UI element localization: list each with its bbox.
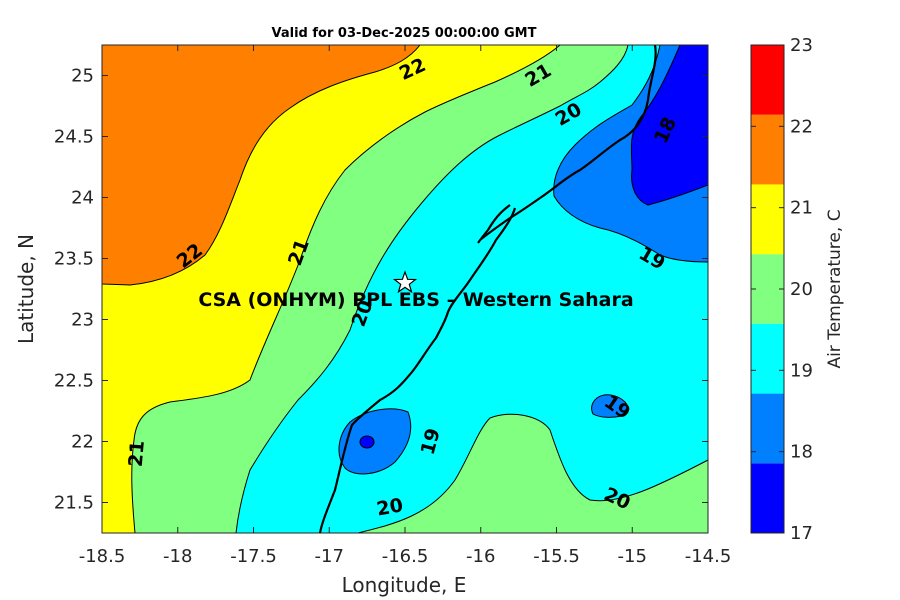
x-tick-label: -15.5: [533, 546, 580, 567]
station-label: CSA (ONHYM) PPL EBS – Western Sahara: [198, 289, 633, 311]
temperature-contour-map: [102, 45, 708, 533]
map-title: Valid for 03-Dec-2025 00:00:00 GMT: [272, 26, 537, 41]
colorbar-tick-label: 22: [790, 116, 813, 137]
station-name: CSA (ONHYM) PPL EBS: [198, 289, 440, 311]
x-axis-ticks: -18.5 -18 -17.5 -17 -16.5 -16 -15.5 -15 -14.5: [79, 45, 732, 567]
band-20-21-south: [357, 413, 708, 533]
colorbar-segment: [751, 45, 784, 115]
y-tick-label: 23: [71, 310, 94, 331]
x-tick-label: -14.5: [685, 546, 732, 567]
y-tick-label: 23.5: [54, 249, 94, 270]
band-17-18-spot: [359, 435, 375, 449]
station-marker-group: CSA (ONHYM) PPL EBS – Western Sahara: [198, 270, 634, 311]
y-tick-label: 25: [71, 66, 94, 87]
y-axis-label: Latitude, N: [14, 234, 38, 344]
band-22-23: [102, 45, 421, 286]
colorbar-segment: [751, 254, 784, 324]
y-axis-ticks: 21.5 22 22.5 23 23.5 24 24.5 25: [54, 66, 708, 514]
x-tick-label: -15: [618, 546, 647, 567]
colorbar-tick-label: 17: [790, 523, 813, 544]
band-17-18: [630, 45, 708, 206]
band-18-19-island: [338, 408, 412, 475]
colorbar-segment: [751, 323, 784, 394]
station-separator: –: [447, 289, 457, 311]
x-tick-label: -17: [315, 546, 344, 567]
colorbar-label: Air Temperature, C: [825, 209, 845, 368]
colorbar-segment: [751, 463, 784, 533]
x-tick-label: -17.5: [230, 546, 277, 567]
x-tick-label: -18.5: [79, 546, 126, 567]
colorbar-segment: [751, 184, 784, 255]
x-tick-label: -18: [163, 546, 192, 567]
coastline: [318, 45, 657, 533]
y-tick-label: 21.5: [54, 493, 94, 514]
x-tick-label: -16.5: [382, 546, 429, 567]
station-star-icon: [392, 270, 418, 294]
colorbar-tick-label: 18: [790, 442, 813, 463]
colorbar-segment: [751, 114, 784, 185]
colorbar-segment: [751, 393, 784, 464]
colorbar: [751, 45, 784, 533]
x-axis-label: Longitude, E: [342, 573, 467, 597]
colorbar-tick-label: 21: [790, 198, 813, 219]
colorbar-tick-label: 20: [790, 279, 813, 300]
y-tick-label: 24: [71, 188, 94, 209]
band-18-19-island-east: [591, 394, 629, 418]
y-tick-label: 22: [71, 432, 94, 453]
contour-label: 21: [125, 440, 149, 468]
colorbar-ticks: 17 18 19 20 21 22 23: [751, 35, 813, 544]
contour-label: 20: [375, 494, 405, 520]
colorbar-tick-label: 19: [790, 360, 813, 381]
station-region: Western Sahara: [463, 289, 634, 311]
x-tick-label: -16: [466, 546, 495, 567]
colorbar-tick-label: 23: [790, 35, 813, 56]
y-tick-label: 24.5: [54, 127, 94, 148]
y-tick-label: 22.5: [54, 371, 94, 392]
